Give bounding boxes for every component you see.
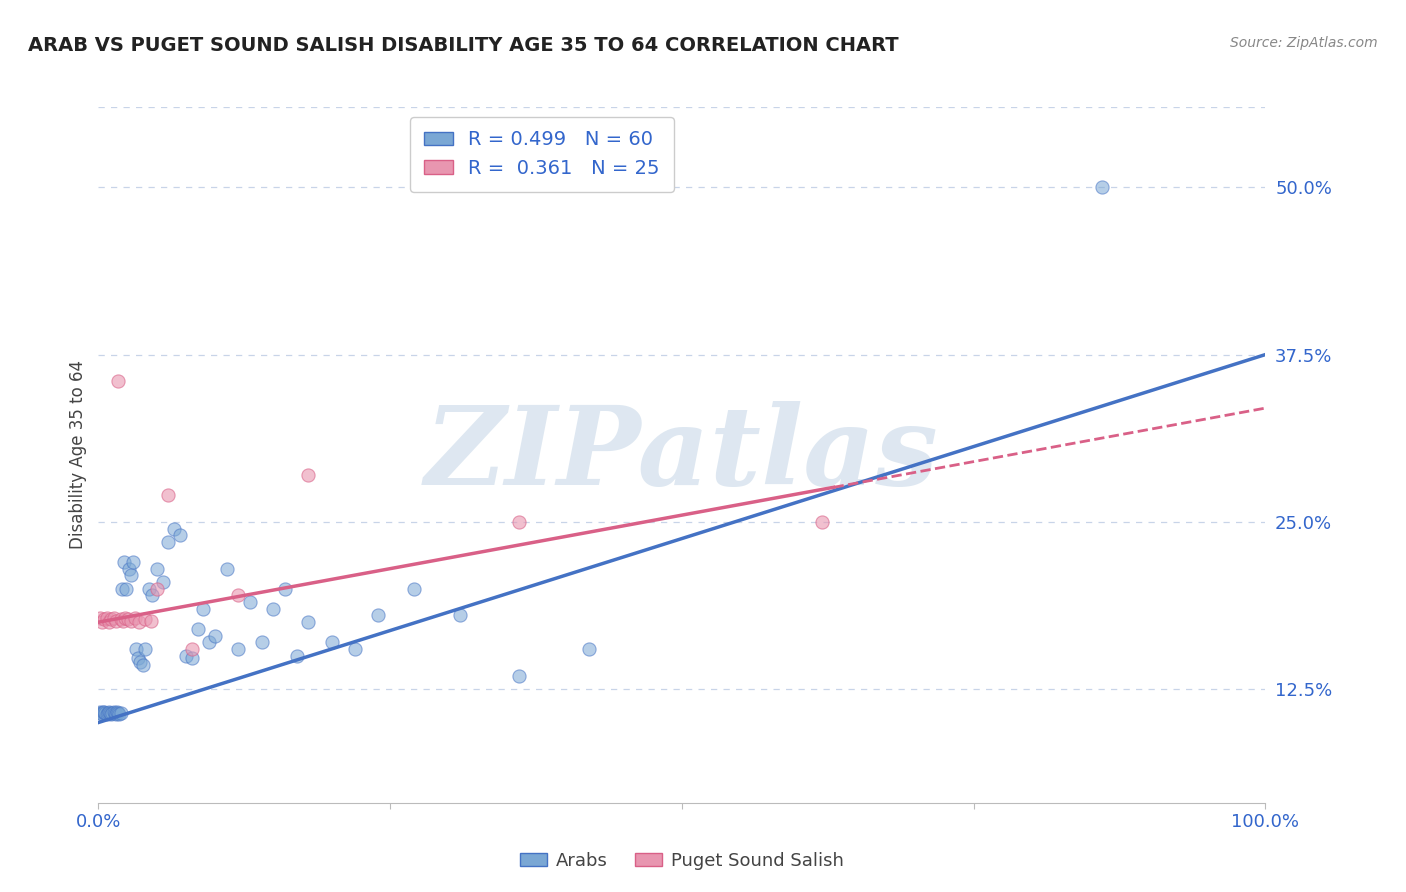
- Point: [111, 614, 134, 628]
- Point: [811, 515, 834, 529]
- Point: [228, 589, 250, 603]
- Point: [138, 582, 160, 596]
- Point: [103, 705, 125, 719]
- Point: [128, 615, 150, 630]
- Point: [104, 614, 127, 628]
- Point: [139, 614, 162, 628]
- Point: [125, 642, 148, 657]
- Point: [180, 642, 202, 657]
- Point: [449, 608, 471, 623]
- Point: [157, 488, 180, 502]
- Point: [104, 707, 127, 722]
- Point: [97, 705, 120, 719]
- Point: [90, 706, 112, 721]
- Point: [90, 615, 112, 630]
- Point: [134, 642, 156, 657]
- Point: [101, 706, 124, 721]
- Point: [96, 611, 118, 625]
- Point: [134, 613, 156, 627]
- Text: ARAB VS PUGET SOUND SALISH DISABILITY AGE 35 TO 64 CORRELATION CHART: ARAB VS PUGET SOUND SALISH DISABILITY AG…: [28, 36, 898, 54]
- Point: [321, 635, 343, 649]
- Point: [122, 555, 145, 569]
- Point: [100, 707, 122, 722]
- Point: [103, 611, 125, 625]
- Point: [111, 582, 134, 596]
- Point: [108, 707, 131, 722]
- Point: [107, 375, 129, 389]
- Point: [146, 582, 169, 596]
- Point: [96, 707, 118, 722]
- Point: [112, 555, 135, 569]
- Point: [169, 528, 191, 542]
- Point: [114, 611, 136, 625]
- Point: [104, 706, 127, 721]
- Point: [367, 608, 389, 623]
- Point: [285, 648, 308, 663]
- Point: [89, 705, 111, 719]
- Point: [163, 521, 186, 535]
- Point: [508, 515, 530, 529]
- Point: [297, 615, 319, 630]
- Point: [228, 642, 250, 657]
- Point: [105, 705, 128, 719]
- Text: Source: ZipAtlas.com: Source: ZipAtlas.com: [1230, 36, 1378, 50]
- Point: [124, 611, 146, 625]
- Legend: Arabs, Puget Sound Salish: Arabs, Puget Sound Salish: [513, 845, 851, 877]
- Point: [107, 706, 129, 721]
- Point: [180, 651, 202, 665]
- Point: [187, 622, 209, 636]
- Y-axis label: Disability Age 35 to 64: Disability Age 35 to 64: [69, 360, 87, 549]
- Point: [141, 589, 163, 603]
- Point: [132, 658, 155, 673]
- Point: [90, 707, 112, 722]
- Point: [508, 669, 530, 683]
- Point: [193, 602, 215, 616]
- Point: [297, 468, 319, 483]
- Point: [110, 613, 132, 627]
- Point: [93, 613, 115, 627]
- Point: [215, 562, 238, 576]
- Point: [198, 635, 221, 649]
- Point: [204, 628, 226, 642]
- Point: [578, 642, 600, 657]
- Point: [100, 613, 122, 627]
- Point: [93, 705, 115, 719]
- Point: [152, 575, 174, 590]
- Point: [1091, 180, 1114, 194]
- Point: [120, 568, 142, 582]
- Point: [402, 582, 425, 596]
- Point: [89, 611, 111, 625]
- Point: [118, 562, 141, 576]
- Point: [127, 651, 149, 665]
- Point: [344, 642, 367, 657]
- Point: [97, 706, 120, 721]
- Point: [97, 615, 120, 630]
- Point: [94, 706, 117, 721]
- Point: [274, 582, 297, 596]
- Point: [91, 705, 114, 719]
- Point: [98, 706, 121, 721]
- Point: [110, 706, 132, 721]
- Point: [146, 562, 169, 576]
- Point: [120, 614, 142, 628]
- Text: ZIPatlas: ZIPatlas: [425, 401, 939, 508]
- Point: [117, 613, 139, 627]
- Point: [157, 535, 180, 549]
- Point: [115, 582, 138, 596]
- Point: [129, 655, 152, 669]
- Point: [262, 602, 284, 616]
- Point: [174, 648, 197, 663]
- Point: [250, 635, 273, 649]
- Point: [239, 595, 262, 609]
